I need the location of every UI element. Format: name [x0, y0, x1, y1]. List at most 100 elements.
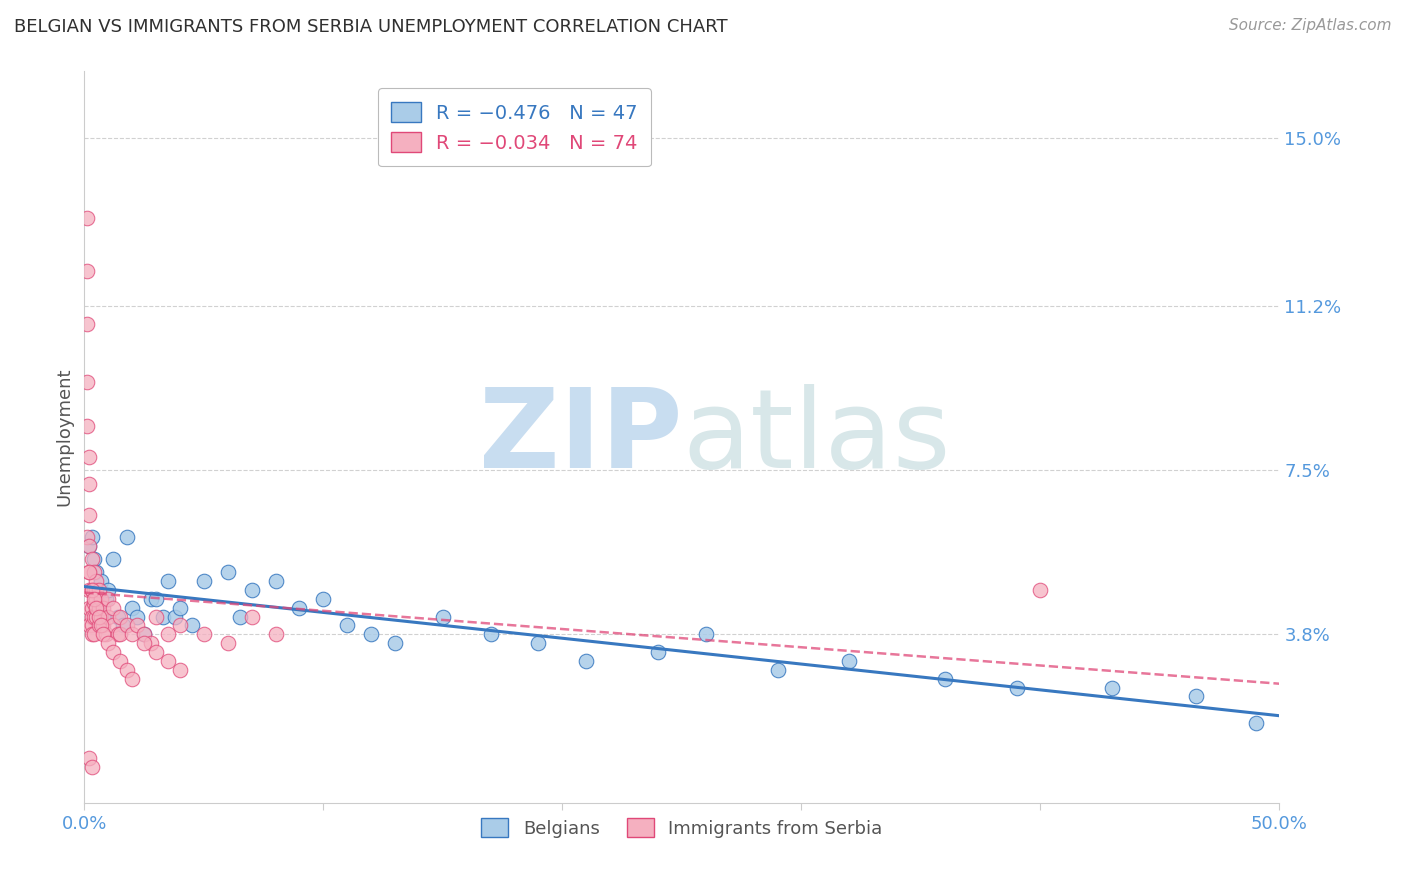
Point: [97, 582, 120, 597]
Point: [110, 654, 132, 668]
Point: [83, 582, 105, 597]
Point: [86, 600, 108, 615]
Point: [217, 636, 239, 650]
Point: [87, 618, 110, 632]
Point: [77, 476, 100, 491]
Point: [76, 211, 98, 225]
Point: [93, 609, 115, 624]
Point: [169, 663, 191, 677]
Point: [87, 596, 110, 610]
Point: [101, 600, 124, 615]
Legend: Belgians, Immigrants from Serbia: Belgians, Immigrants from Serbia: [474, 811, 890, 845]
Point: [77, 751, 100, 765]
Point: [479, 627, 502, 641]
Point: [107, 609, 129, 624]
Point: [97, 591, 120, 606]
Point: [132, 627, 156, 641]
Point: [80, 530, 103, 544]
Point: [169, 618, 191, 632]
Y-axis label: Unemployment: Unemployment: [55, 368, 73, 507]
Point: [117, 618, 139, 632]
Text: atlas: atlas: [682, 384, 950, 491]
Point: [80, 552, 103, 566]
Point: [217, 566, 239, 580]
Point: [264, 627, 287, 641]
Point: [145, 591, 167, 606]
Point: [87, 600, 110, 615]
Point: [152, 609, 174, 624]
Point: [157, 654, 180, 668]
Point: [288, 600, 311, 615]
Point: [934, 672, 956, 686]
Point: [240, 582, 263, 597]
Point: [90, 618, 112, 632]
Point: [87, 582, 110, 597]
Point: [141, 636, 163, 650]
Point: [647, 645, 669, 659]
Point: [165, 609, 187, 624]
Point: [97, 636, 120, 650]
Point: [145, 609, 167, 624]
Point: [125, 618, 148, 632]
Point: [87, 609, 110, 624]
Point: [121, 672, 143, 686]
Point: [1185, 690, 1208, 704]
Point: [76, 264, 98, 278]
Point: [80, 618, 103, 632]
Point: [1005, 681, 1028, 695]
Point: [360, 627, 382, 641]
Point: [336, 618, 359, 632]
Point: [121, 627, 143, 641]
Point: [111, 618, 134, 632]
Point: [695, 627, 717, 641]
Point: [77, 566, 100, 580]
Point: [77, 618, 100, 632]
Point: [193, 574, 215, 589]
Point: [145, 645, 167, 659]
Point: [80, 760, 103, 774]
Point: [575, 654, 598, 668]
Point: [93, 600, 115, 615]
Point: [90, 574, 112, 589]
Point: [83, 596, 105, 610]
Point: [1244, 716, 1267, 731]
Point: [77, 582, 100, 597]
Text: BELGIAN VS IMMIGRANTS FROM SERBIA UNEMPLOYMENT CORRELATION CHART: BELGIAN VS IMMIGRANTS FROM SERBIA UNEMPL…: [14, 18, 728, 36]
Point: [1101, 681, 1123, 695]
Point: [181, 618, 204, 632]
Point: [77, 508, 100, 522]
Point: [157, 574, 180, 589]
Point: [229, 609, 252, 624]
Point: [121, 600, 143, 615]
Point: [90, 591, 112, 606]
Point: [94, 627, 117, 641]
Text: ZIP: ZIP: [478, 384, 682, 491]
Point: [110, 609, 132, 624]
Point: [125, 609, 148, 624]
Point: [264, 574, 287, 589]
Point: [83, 582, 105, 597]
Point: [132, 627, 156, 641]
Point: [193, 627, 215, 641]
Point: [76, 317, 98, 331]
Point: [97, 609, 120, 624]
Point: [77, 539, 100, 553]
Point: [76, 419, 98, 434]
Point: [83, 591, 105, 606]
Text: Source: ZipAtlas.com: Source: ZipAtlas.com: [1229, 18, 1392, 33]
Point: [76, 375, 98, 389]
Point: [107, 627, 129, 641]
Point: [80, 609, 103, 624]
Point: [117, 530, 139, 544]
Point: [101, 552, 124, 566]
Point: [110, 627, 132, 641]
Point: [83, 552, 105, 566]
Point: [312, 591, 335, 606]
Point: [80, 627, 103, 641]
Point: [432, 609, 454, 624]
Point: [77, 539, 100, 553]
Point: [80, 582, 103, 597]
Point: [76, 530, 98, 544]
Point: [83, 627, 105, 641]
Point: [169, 600, 191, 615]
